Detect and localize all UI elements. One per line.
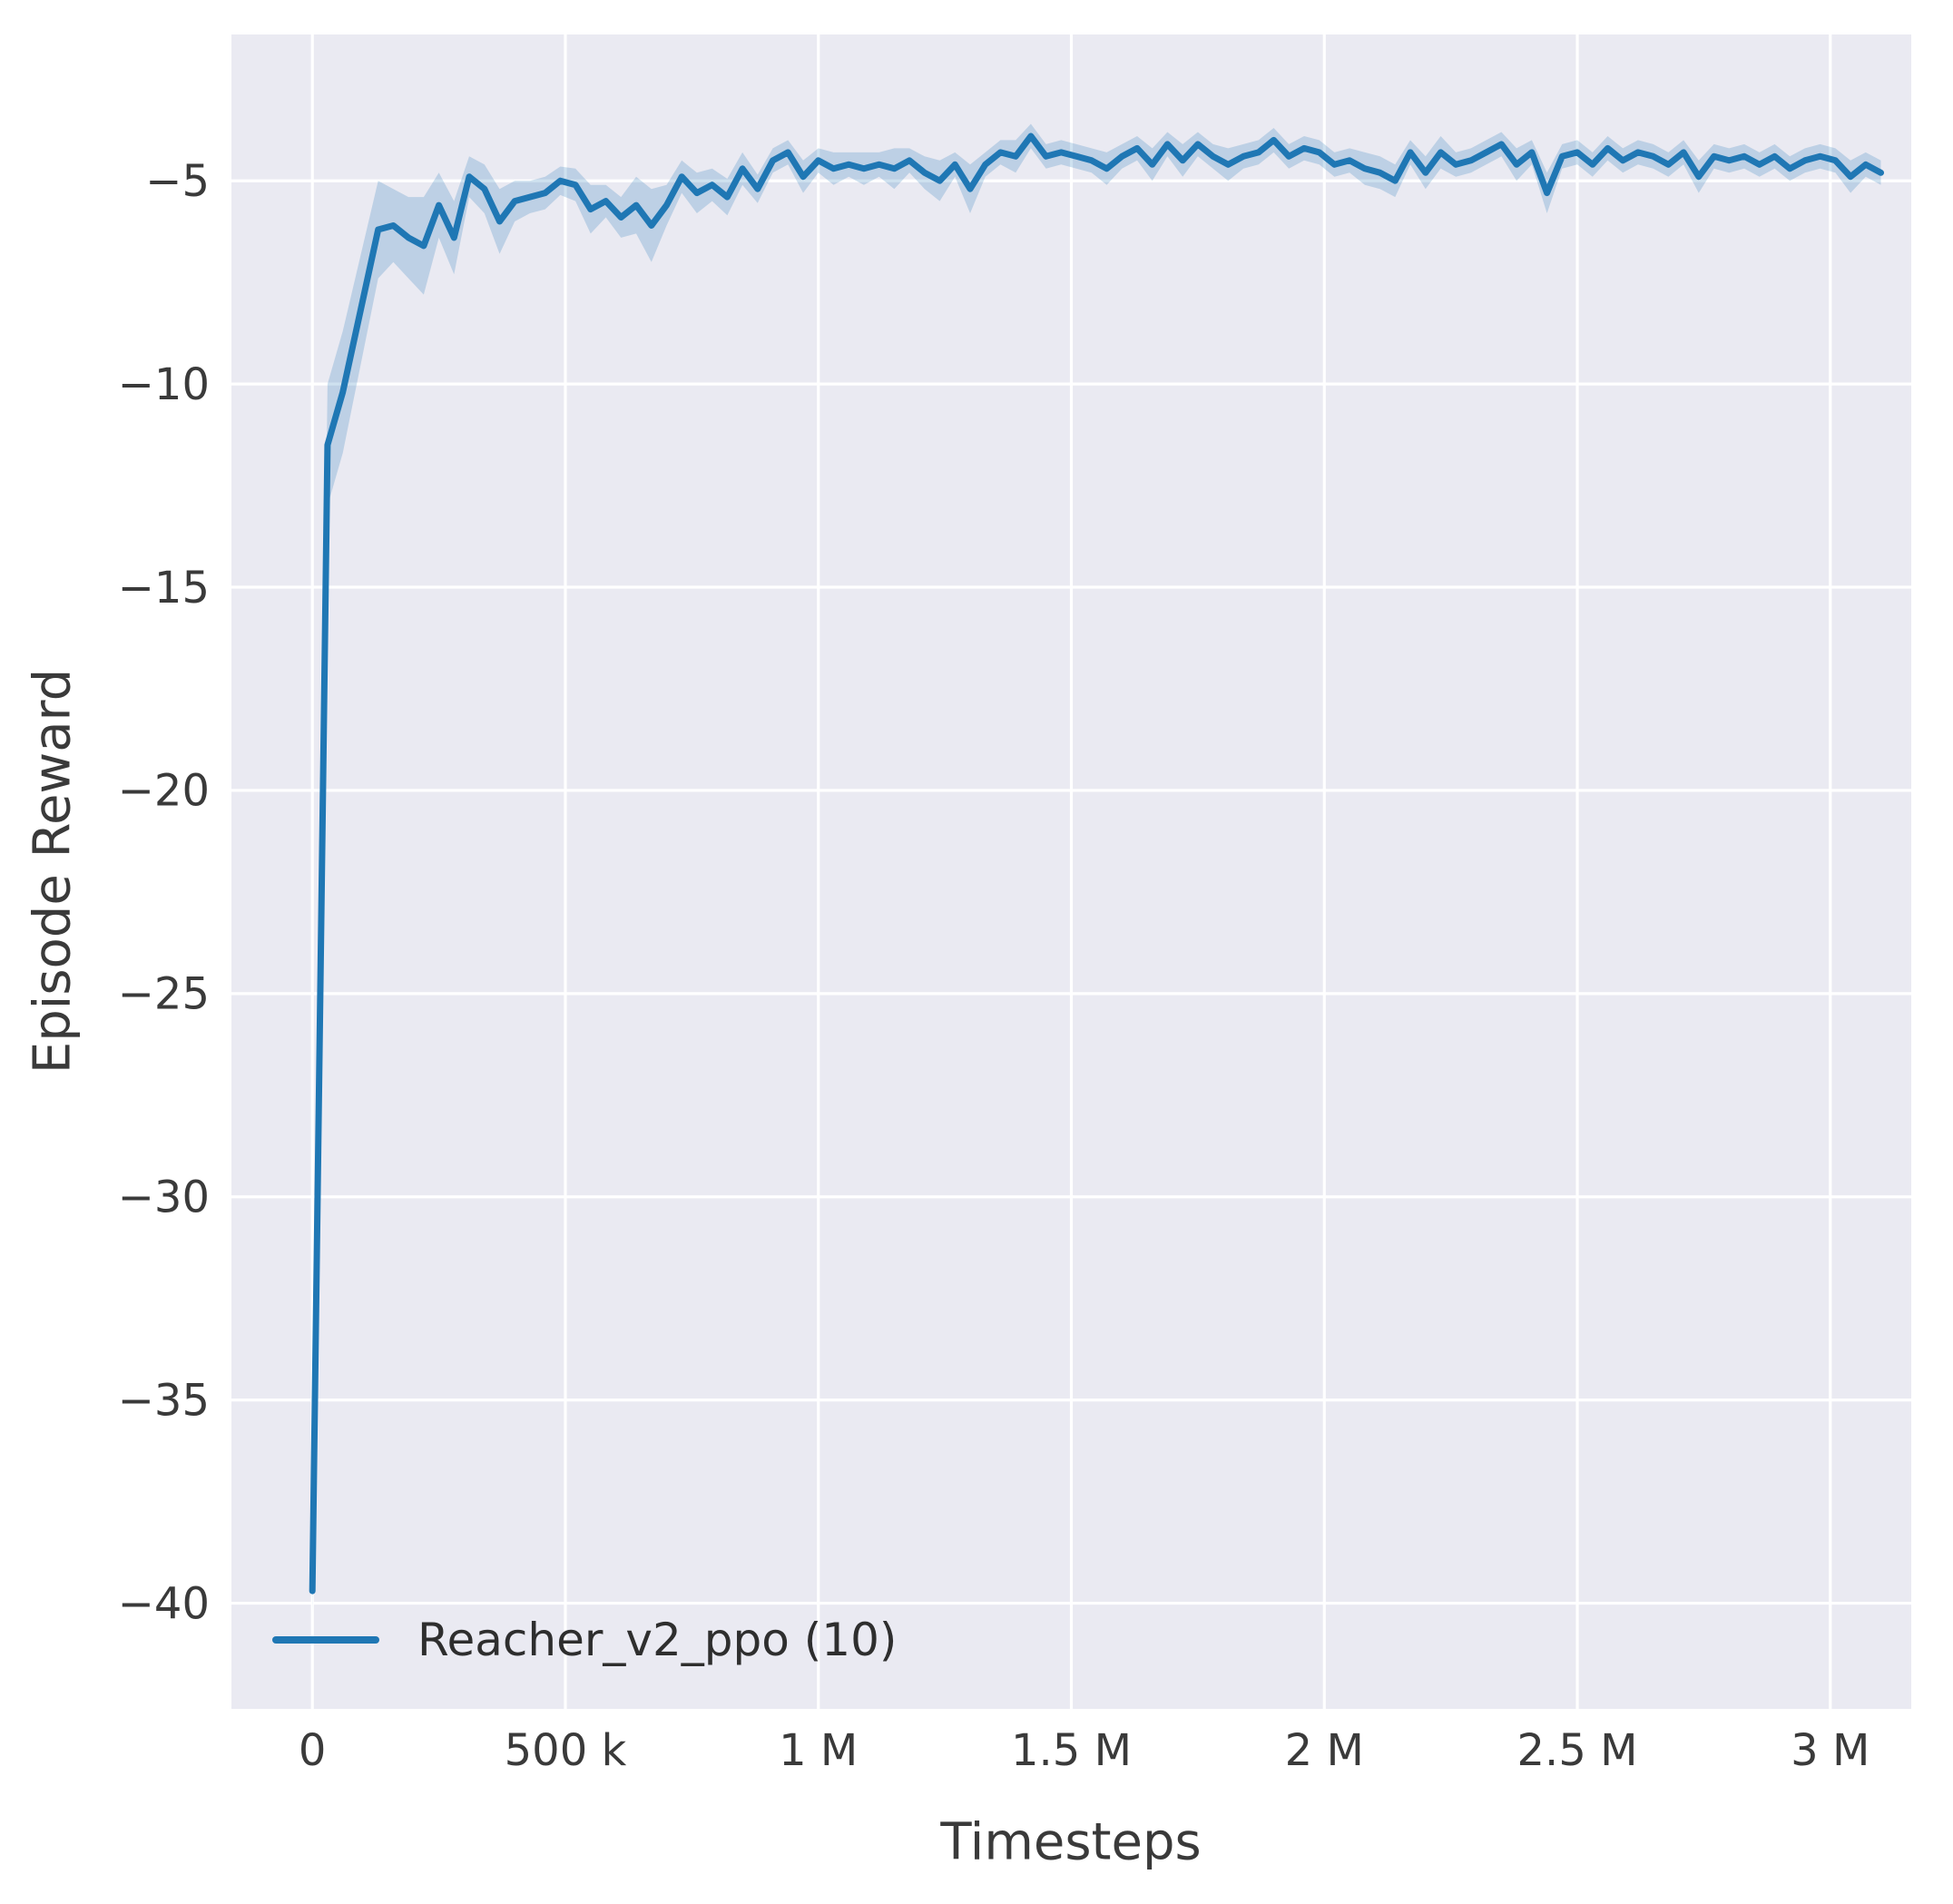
x-tick-label: 0 [299,1725,327,1776]
legend: Reacher_v2_ppo (10) [272,1614,897,1666]
y-tick-label: −25 [118,969,210,1020]
y-tick-label: −10 [118,359,210,410]
x-tick-label: 1 M [779,1725,858,1776]
x-tick-label: 3 M [1791,1725,1870,1776]
legend-line-swatch [272,1636,379,1644]
y-tick-label: −20 [118,766,210,817]
x-tick-label: 1.5 M [1011,1725,1132,1776]
legend-series-label: Reacher_v2_ppo (10) [417,1614,898,1666]
x-tick-label: 2.5 M [1517,1725,1638,1776]
y-tick-label: −40 [118,1578,210,1629]
y-tick-label: −5 [145,156,210,207]
y-tick-label: −15 [118,563,210,613]
x-tick-label: 2 M [1285,1725,1364,1776]
y-tick-label: −35 [118,1375,210,1426]
series-line [309,132,1884,1595]
x-axis-label: Timesteps [940,1812,1202,1872]
y-axis-label: Episode Reward [23,668,83,1075]
x-tick-label: 500 k [505,1725,627,1776]
y-tick-label: −30 [118,1173,210,1223]
